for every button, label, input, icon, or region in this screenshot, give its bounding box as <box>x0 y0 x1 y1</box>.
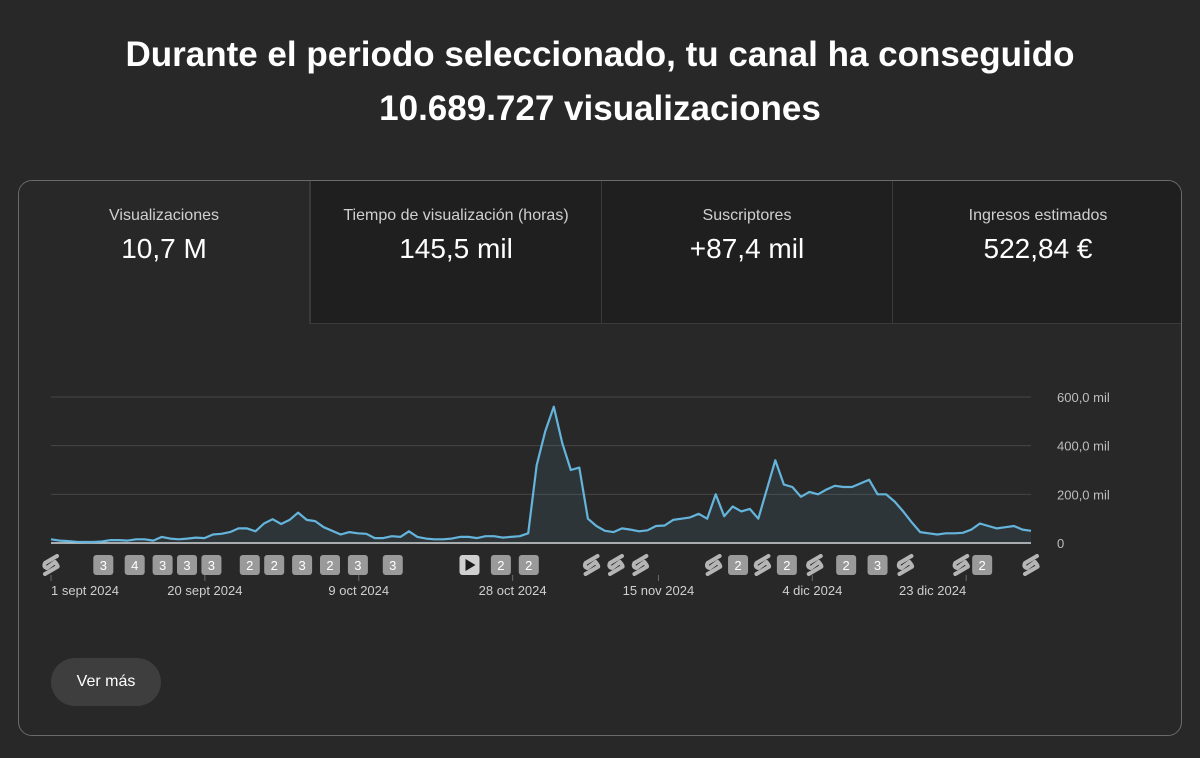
upload-count-label: 3 <box>208 558 215 573</box>
x-tick-label: 1 sept 2024 <box>51 583 119 598</box>
x-tick-label: 15 nov 2024 <box>623 583 695 598</box>
upload-count-badge <box>264 555 285 575</box>
views-area <box>51 406 1031 543</box>
shorts-icon <box>607 554 625 576</box>
metric-tabs: Visualizaciones 10,7 M Tiempo de visuali… <box>19 181 1181 324</box>
headline: Durante el periodo seleccionado, tu cana… <box>0 28 1200 136</box>
upload-count-badge <box>177 555 198 575</box>
y-tick-label: 200,0 mil <box>1057 487 1110 502</box>
upload-count-badge <box>292 555 313 575</box>
tab-watch-time-value: 145,5 mil <box>399 233 513 264</box>
upload-count-badge <box>518 555 539 575</box>
analytics-card: Visualizaciones 10,7 M Tiempo de visuali… <box>18 180 1182 736</box>
upload-count-badge <box>728 555 749 575</box>
tab-watch-time[interactable]: Tiempo de visualización (horas) 145,5 mi… <box>310 181 601 324</box>
upload-count-badge <box>836 555 857 575</box>
headline-line-1: Durante el periodo seleccionado, tu cana… <box>125 35 1075 74</box>
upload-count-label: 3 <box>183 558 190 573</box>
tab-subscribers-label: Suscriptores <box>702 207 792 224</box>
upload-count-label: 2 <box>979 558 986 573</box>
tab-views-label: Visualizaciones <box>109 207 219 224</box>
shorts-icon <box>806 554 824 576</box>
tab-views-value: 10,7 M <box>121 233 207 264</box>
upload-count-badge <box>320 555 341 575</box>
upload-count-label: 2 <box>326 558 333 573</box>
upload-count-label: 4 <box>131 558 138 573</box>
upload-count-badge <box>347 555 368 575</box>
upload-count-label: 2 <box>843 558 850 573</box>
x-tick-label: 4 dic 2024 <box>782 583 842 598</box>
upload-count-label: 2 <box>271 558 278 573</box>
shorts-icon <box>582 554 601 576</box>
upload-count-badge <box>490 555 511 575</box>
tab-subscribers[interactable]: Suscriptores +87,4 mil <box>601 181 892 324</box>
tab-views[interactable]: Visualizaciones 10,7 M <box>19 181 310 324</box>
shorts-icon <box>42 554 60 576</box>
shorts-icon <box>896 554 915 576</box>
headline-line-2: 10.689.727 visualizaciones <box>379 89 821 128</box>
upload-count-label: 3 <box>389 558 396 573</box>
upload-count-badge <box>239 555 260 575</box>
x-tick-label: 20 sept 2024 <box>167 583 242 598</box>
upload-count-label: 3 <box>159 558 166 573</box>
upload-count-label: 2 <box>783 558 790 573</box>
upload-count-badge <box>776 555 797 575</box>
y-tick-label: 400,0 mil <box>1057 439 1110 454</box>
tab-subscribers-value: +87,4 mil <box>689 233 805 264</box>
shorts-icon <box>704 554 723 576</box>
x-tick-label: 28 oct 2024 <box>479 583 547 598</box>
upload-count-label: 3 <box>298 558 305 573</box>
upload-count-badge <box>867 555 888 575</box>
upload-count-label: 2 <box>734 558 741 573</box>
shorts-icon <box>1022 554 1040 576</box>
upload-count-label: 2 <box>497 558 504 573</box>
shorts-icon <box>952 554 970 576</box>
views-series-line <box>50 405 1032 544</box>
y-tick-label: 0 <box>1057 536 1064 551</box>
upload-count-badge <box>972 555 993 575</box>
upload-count-label: 3 <box>100 558 107 573</box>
see-more-button[interactable]: Ver más <box>51 658 161 706</box>
tab-revenue-value: 522,84 € <box>983 233 1093 264</box>
shorts-icon <box>631 554 650 576</box>
x-tick-label: 9 oct 2024 <box>328 583 389 598</box>
upload-count-badge <box>382 555 403 575</box>
upload-count-label: 3 <box>874 558 881 573</box>
tab-revenue[interactable]: Ingresos estimados 522,84 € <box>892 181 1181 324</box>
upload-count-label: 2 <box>525 558 532 573</box>
upload-count-badge <box>152 555 173 575</box>
upload-count-label: 3 <box>354 558 361 573</box>
upload-count-badge <box>124 555 145 575</box>
tab-revenue-label: Ingresos estimados <box>968 207 1108 224</box>
play-icon <box>465 559 476 571</box>
upload-count-label: 2 <box>246 558 253 573</box>
shorts-icon <box>753 554 772 576</box>
upload-count-badge <box>93 555 114 575</box>
upload-count-badge <box>201 555 222 575</box>
tab-watch-time-label: Tiempo de visualización (horas) <box>343 207 569 224</box>
y-tick-label: 600,0 mil <box>1057 390 1110 405</box>
x-tick-label: 23 dic 2024 <box>899 583 966 598</box>
